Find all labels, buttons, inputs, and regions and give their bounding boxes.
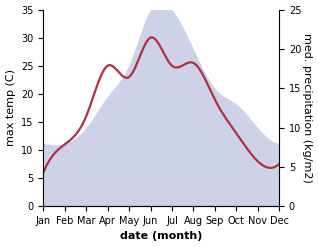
Y-axis label: med. precipitation (kg/m2): med. precipitation (kg/m2) bbox=[302, 33, 313, 183]
Y-axis label: max temp (C): max temp (C) bbox=[5, 69, 16, 146]
X-axis label: date (month): date (month) bbox=[120, 231, 203, 242]
